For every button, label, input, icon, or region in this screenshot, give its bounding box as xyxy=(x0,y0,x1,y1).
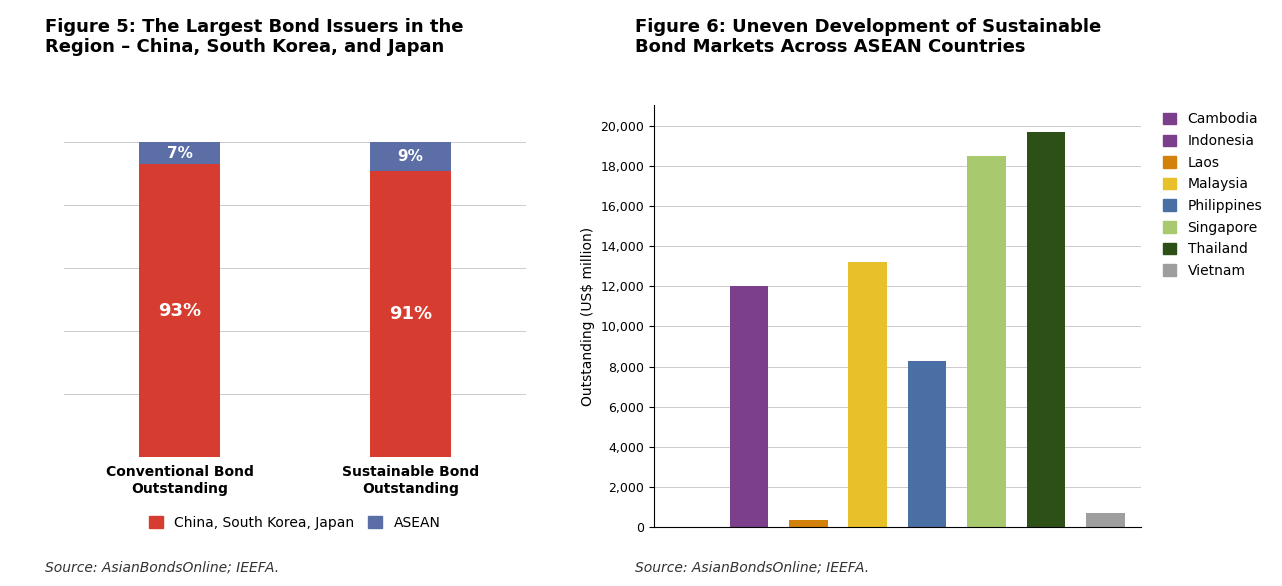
Y-axis label: Outstanding (US$ million): Outstanding (US$ million) xyxy=(581,227,595,406)
Text: Figure 6: Uneven Development of Sustainable
Bond Markets Across ASEAN Countries: Figure 6: Uneven Development of Sustaina… xyxy=(635,18,1101,56)
Text: 93%: 93% xyxy=(158,302,201,320)
Bar xyxy=(1086,513,1124,527)
Legend: Cambodia, Indonesia, Laos, Malaysia, Philippines, Singapore, Thailand, Vietnam: Cambodia, Indonesia, Laos, Malaysia, Phi… xyxy=(1163,113,1263,278)
Legend: China, South Korea, Japan, ASEAN: China, South Korea, Japan, ASEAN xyxy=(144,510,446,535)
Bar xyxy=(1027,132,1065,527)
Bar xyxy=(140,165,221,457)
Bar xyxy=(967,156,1006,527)
Bar xyxy=(369,171,451,457)
Text: 7%: 7% xyxy=(167,146,192,161)
Bar xyxy=(729,287,768,527)
Bar xyxy=(908,360,946,527)
Bar xyxy=(140,142,221,165)
Bar xyxy=(849,262,887,527)
Bar xyxy=(788,520,828,527)
Text: Source: AsianBondsOnline; IEEFA.: Source: AsianBondsOnline; IEEFA. xyxy=(45,560,279,574)
Text: Figure 5: The Largest Bond Issuers in the
Region – China, South Korea, and Japan: Figure 5: The Largest Bond Issuers in th… xyxy=(45,18,463,56)
Text: 9%: 9% xyxy=(397,149,423,164)
Text: Source: AsianBondsOnline; IEEFA.: Source: AsianBondsOnline; IEEFA. xyxy=(635,560,869,574)
Bar xyxy=(369,142,451,171)
Text: 91%: 91% xyxy=(388,305,432,323)
